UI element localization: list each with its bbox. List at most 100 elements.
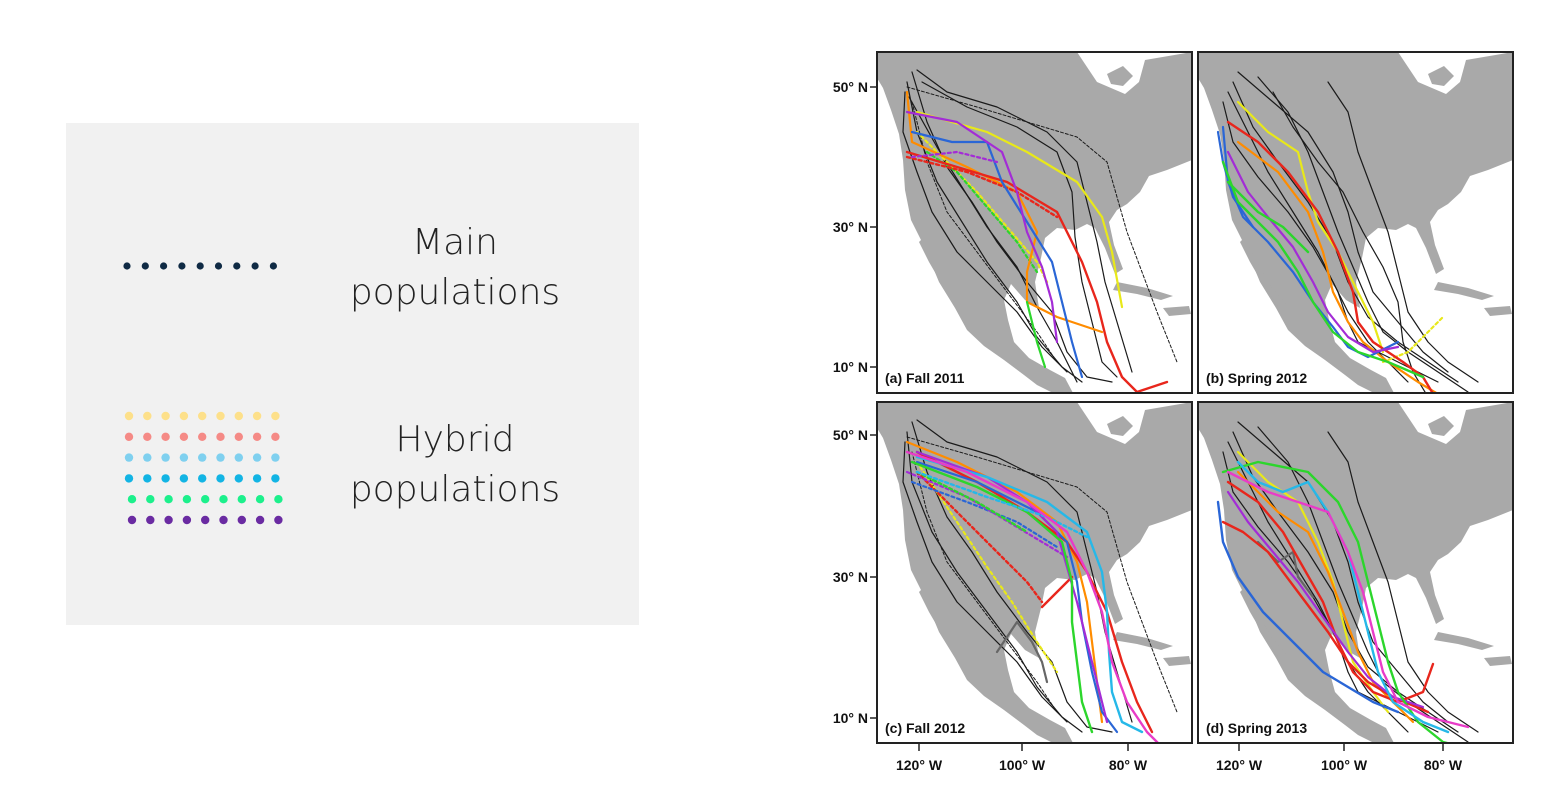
legend-dot [216,411,225,421]
migration-map-figure: (a) Fall 2011 (b) Spring 2012 (c) Fall 2… [833,51,1514,773]
legend-dot [216,432,225,441]
legend-dot [124,411,134,421]
legend-dot [124,453,134,462]
panel-fall-2012: (c) Fall 2012 [876,401,1193,744]
migration-track [1226,470,1470,729]
migration-track [1236,470,1415,724]
migration-track [1272,91,1427,393]
legend-dot [198,432,207,441]
panel-label-b: (b) Spring 2012 [1206,370,1307,386]
legend-dot [127,515,137,525]
legend-dot [178,262,186,270]
legend-dot [271,411,280,421]
main-label-line1: Main [412,222,498,263]
legend-dot [124,432,134,441]
legend-dot [161,432,170,441]
migration-track [902,441,1068,723]
panel-label-d: (d) Spring 2013 [1206,720,1307,736]
hybrid-label-line1: Hybrid [395,419,515,460]
migration-track [1327,431,1479,733]
legend-dot [164,495,173,504]
legend-dot [143,432,152,441]
migration-track [905,470,1069,559]
legend-dot [182,495,192,504]
legend-dot [123,262,131,270]
lat-tick-label: 50° N [833,79,868,95]
legend-dot [179,453,189,462]
migration-track [915,470,1029,534]
legend-dot [143,453,152,462]
legend-dot [179,411,189,421]
lat-tick-label: 50° N [833,427,868,443]
lon-tick-label: 120° W [1216,757,1263,773]
legend-dot [127,495,137,504]
migration-track [1221,160,1425,379]
legend-dot [182,515,192,525]
main-label-line2: populations [349,272,561,313]
lon-tick-label: 100° W [1321,757,1368,773]
migration-track [911,421,1113,733]
legend-dot [234,453,243,462]
migration-track [915,460,1059,674]
migration-track [915,460,1119,734]
migration-track [915,470,1044,604]
main-populations-swatch [123,262,277,270]
legend-dot [269,262,277,270]
main-populations-label: Main populations [325,218,585,318]
migration-track [1221,460,1452,743]
latitude-axis: 50° N 30° N 10° N 50° N 30° N 10° N [833,79,877,726]
migration-track [910,460,1094,734]
legend-dot [146,515,155,525]
legend-dot [161,453,170,462]
migration-track [1221,520,1430,714]
migration-track [1216,500,1400,714]
migration-track [905,440,1104,724]
migration-track [905,90,1104,334]
legend-dot [219,515,228,525]
migration-track [916,69,1133,373]
legend-dot [143,411,152,421]
migration-track [1226,490,1425,709]
legend-dot [274,495,283,504]
migration-track [905,110,1059,344]
legend-dot [198,411,207,421]
migration-track [902,91,1068,373]
migration-track [911,71,1113,383]
migration-track [1226,150,1400,354]
migration-track [921,81,1118,378]
migration-track [906,436,1178,713]
legend-dot [179,432,189,441]
migration-track [1327,81,1479,383]
north-america-landmass [877,52,1192,393]
legend-dot [201,495,210,504]
legend-dot [237,515,246,525]
legend-dot [216,474,225,483]
migration-track [1226,480,1435,704]
lat-tick-label: 10° N [833,710,868,726]
panel-spring-2013: (d) Spring 2013 [1197,401,1514,744]
migration-track [925,150,1039,274]
legend-dot [271,453,280,462]
migration-track [1222,451,1409,733]
lon-tick-label: 80° W [1424,757,1463,773]
legend-dot [252,453,262,462]
legend-dot [237,495,246,504]
hybrid-populations-label: Hybrid populations [325,415,585,515]
migration-track [1236,140,1439,393]
panel-label-a: (a) Fall 2011 [885,370,965,386]
hybrid-populations-swatch [124,411,283,525]
migration-track [905,150,1169,393]
legend-dot [251,262,259,270]
legend-dot [141,262,149,270]
lon-tick-label: 80° W [1109,757,1148,773]
legend-dot [196,262,204,270]
legend-dot [234,411,243,421]
migration-track [1226,120,1434,393]
legend-dot [274,515,283,525]
legend-dot [255,515,265,525]
legend-dot [252,411,262,421]
legend-dot [252,432,262,441]
panel-fall-2011: (a) Fall 2011 [876,51,1193,394]
panel-spring-2012: (b) Spring 2012 [1197,51,1514,394]
legend-dot [143,474,152,483]
